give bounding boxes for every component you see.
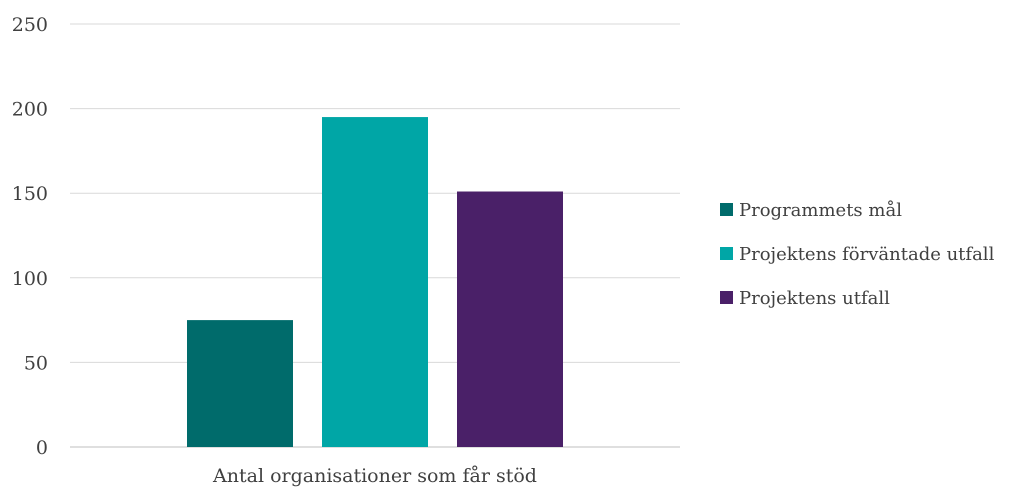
bar-2 [322, 117, 428, 447]
y-tick-label: 150 [12, 183, 48, 205]
y-tick-label: 200 [12, 99, 48, 121]
y-tick-label: 50 [24, 352, 48, 374]
legend-label: Programmets mål [739, 199, 902, 221]
legend-swatch [720, 247, 733, 260]
y-tick-label: 100 [12, 268, 48, 290]
legend-swatch [720, 203, 733, 216]
x-category-label: Antal organisationer som får stöd [212, 465, 537, 487]
legend-label: Projektens förväntade utfall [739, 244, 995, 265]
bar-1 [187, 320, 293, 447]
y-axis-tick-labels: 0 50 100 150 200 250 [12, 14, 48, 459]
y-tick-label: 0 [36, 437, 48, 459]
legend-label: Projektens utfall [739, 288, 890, 309]
y-tick-label: 250 [12, 14, 48, 36]
bars [187, 117, 563, 447]
bar-3 [457, 191, 563, 447]
x-axis-category-labels: Antal organisationer som får stöd [212, 465, 537, 487]
legend: Programmets mål Projektens förväntade utf… [720, 199, 995, 309]
legend-swatch [720, 291, 733, 304]
